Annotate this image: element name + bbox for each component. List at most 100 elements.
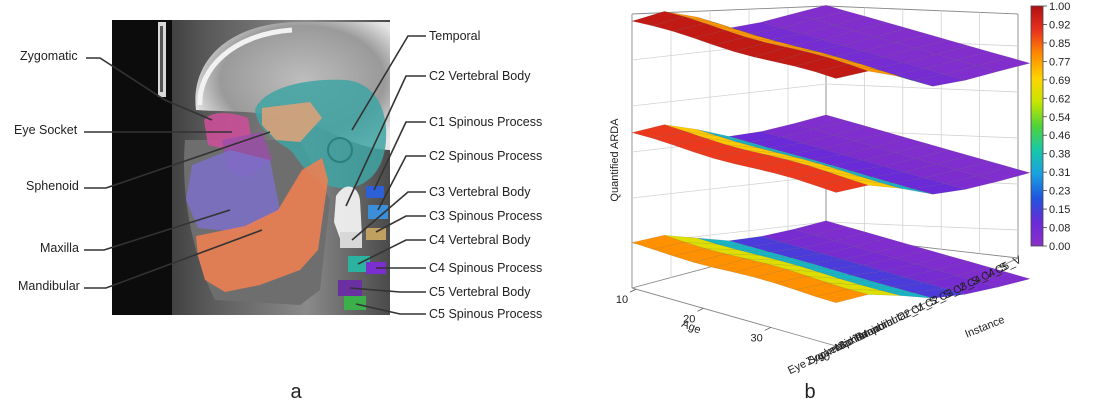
surface-cell	[813, 10, 868, 26]
label-mandibular: Mandibular	[18, 229, 263, 293]
leader-line	[351, 35, 426, 131]
age-tick-mark	[764, 327, 771, 331]
surface-cell	[923, 169, 979, 184]
surface-cell	[880, 70, 934, 87]
age-tick-label: 40	[818, 352, 830, 364]
label-text: C4 Vertebral Body	[429, 233, 531, 247]
label-sphenoid: Sphenoid	[26, 131, 271, 193]
surface-cell	[631, 235, 686, 250]
leader-line	[377, 155, 426, 211]
label-c2-spinous-process: C2 Spinous Process	[377, 149, 542, 211]
surface-cell	[821, 30, 877, 46]
label-text: C3 Vertebral Body	[429, 185, 531, 199]
label-maxilla: Maxilla	[40, 209, 231, 255]
age-tick-label: 30	[750, 332, 762, 344]
surface-cell	[713, 258, 767, 273]
surface-cell	[664, 124, 718, 137]
surface-cell	[798, 157, 852, 172]
surface-cell	[774, 164, 829, 180]
age-tick-label: 10	[616, 294, 628, 306]
leader-line	[84, 229, 263, 289]
region-maxilla	[186, 150, 280, 232]
surface-cell	[692, 144, 747, 159]
label-text: C2 Vertebral Body	[429, 69, 531, 83]
surface-cell	[760, 123, 815, 138]
label-temporal: Temporal	[351, 29, 480, 131]
label-text: Maxilla	[40, 241, 79, 255]
surface-cell	[696, 129, 750, 143]
surface-cell	[847, 63, 901, 77]
label-c1-spinous-process: C1 Spinous Process	[373, 115, 542, 191]
surface-cell	[692, 30, 747, 46]
grid-line	[825, 221, 1019, 231]
label-eye-socket: Eye Socket	[14, 123, 232, 137]
surface-bottom	[631, 220, 1031, 304]
grid-line	[631, 175, 827, 199]
label-c3-vertebral-body: C3 Vertebral Body	[351, 185, 531, 241]
surface-cell	[827, 282, 881, 291]
grid-line	[631, 83, 827, 107]
right-label-group: Temporal C2 Vertebral Body C1 Spinous Proc…	[345, 29, 542, 321]
y-axis-title: Instance	[963, 314, 1006, 341]
colorbar-tick-label: 0.77	[1049, 56, 1070, 68]
grid-line	[825, 83, 1019, 93]
region-c2-spinous	[368, 205, 388, 219]
colorbar-fill	[1030, 5, 1044, 247]
x-axis-title: Age	[680, 318, 703, 336]
surface-cell	[915, 39, 970, 55]
caption-b: b	[804, 381, 815, 403]
z-axis-title: Quantified ARDA	[609, 118, 621, 202]
surface-cell	[923, 59, 979, 75]
surface-cell	[794, 282, 849, 297]
colorbar-tick-label: 0.00	[1049, 241, 1070, 253]
leader-line	[351, 191, 426, 241]
age-tick-mark	[629, 288, 637, 293]
label-c4-vertebral-body: C4 Vertebral Body	[357, 233, 531, 265]
region-c5-spinous	[344, 296, 366, 310]
age-tick-label: 20	[683, 313, 695, 325]
label-c4-spinous-process: C4 Spinous Process	[376, 261, 542, 275]
surface-cell	[712, 36, 768, 52]
surface-cell	[728, 236, 782, 247]
age-tick-mark	[831, 346, 839, 350]
label-text: Sphenoid	[26, 179, 79, 193]
surface-cell	[880, 182, 934, 195]
surface-top	[631, 5, 1031, 87]
label-text: Eye Socket	[14, 123, 78, 137]
surface-cell	[733, 263, 788, 278]
surface-cell	[664, 11, 718, 24]
leader-line	[355, 303, 426, 315]
label-text: C5 Vertebral Body	[429, 285, 531, 299]
label-zygomatic: Zygomatic	[20, 49, 213, 121]
label-text: Mandibular	[18, 279, 80, 293]
surface-cell	[712, 149, 767, 165]
label-c2-vertebral-body: C2 Vertebral Body	[345, 69, 531, 207]
label-text: Temporal	[429, 29, 480, 43]
surface-cell	[664, 235, 718, 245]
leader-line	[345, 75, 426, 207]
region-c1-spinous	[366, 186, 384, 198]
region-sphenoid	[262, 102, 322, 142]
surface-cell	[863, 257, 917, 272]
surface-cell	[862, 152, 917, 167]
colorbar-tick-label: 0.62	[1049, 93, 1070, 105]
panel-a: Zygomatic Eye Socket Sphenoid Maxilla Mandib…	[14, 20, 542, 403]
region-mandibular	[196, 158, 328, 292]
surface-cell	[728, 131, 782, 143]
surface-cell	[839, 169, 893, 184]
caption-a: a	[290, 381, 302, 403]
surface-cell	[810, 154, 864, 166]
label-text: C1 Spinous Process	[429, 115, 542, 129]
colorbar-tick-label: 0.69	[1049, 75, 1070, 87]
label-c3-spinous-process: C3 Spinous Process	[375, 209, 542, 233]
leader-line	[349, 287, 426, 293]
leader-line	[357, 239, 426, 265]
region-c3-spinous	[366, 228, 386, 240]
colorbar-tick-label: 0.31	[1049, 167, 1070, 179]
surface-cell	[915, 149, 970, 165]
label-text: C4 Spinous Process	[429, 261, 542, 275]
surface-cell	[794, 171, 849, 186]
label-c5-spinous-process: C5 Spinous Process	[355, 303, 542, 321]
